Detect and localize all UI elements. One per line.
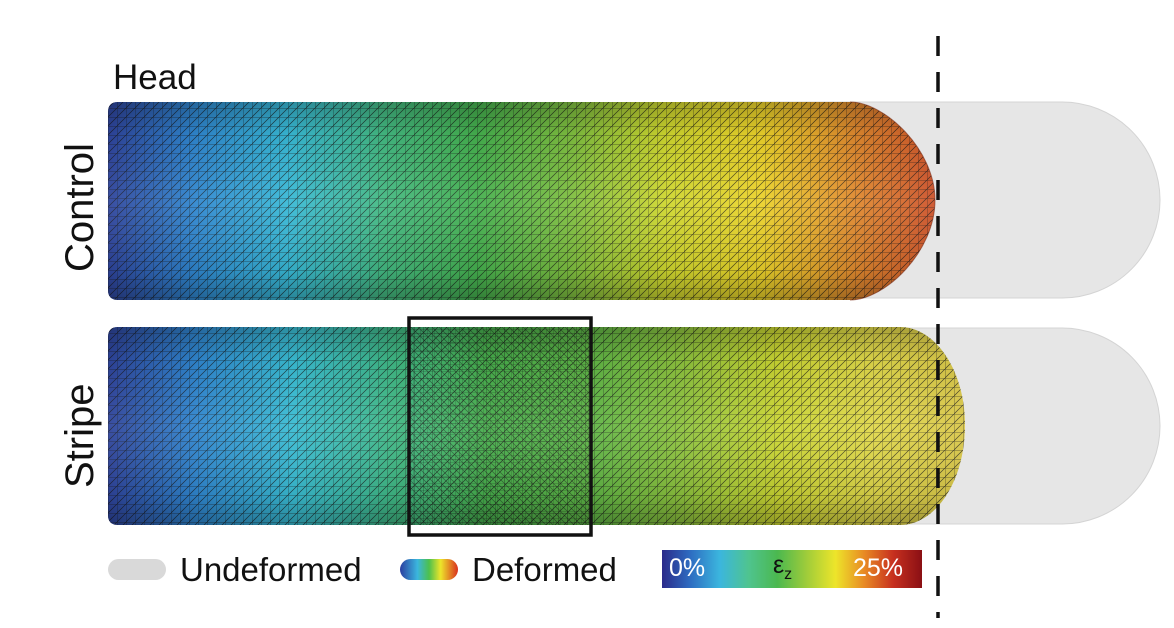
colorbar-symbol: εz (773, 551, 792, 584)
stripe-region-box (407, 316, 593, 537)
deformed-legend-label: Deformed (472, 551, 617, 588)
control-deformed-body (108, 102, 935, 300)
colorbar-max-label: 25% (853, 554, 904, 582)
stripe-deformed-body (108, 327, 965, 525)
strain-subscript: z (784, 566, 793, 583)
strain-symbol: ε (773, 551, 785, 579)
control-row-label: Control (58, 143, 102, 272)
deformed-legend-chip (400, 559, 458, 580)
head-label: Head (113, 58, 197, 97)
undeformed-legend-chip (108, 559, 166, 580)
strain-colorbar (662, 550, 922, 588)
colorbar-min-label: 0% (669, 554, 706, 582)
stripe-row-label: Stripe (58, 383, 102, 489)
undeformed-legend-label: Undeformed (180, 551, 362, 588)
